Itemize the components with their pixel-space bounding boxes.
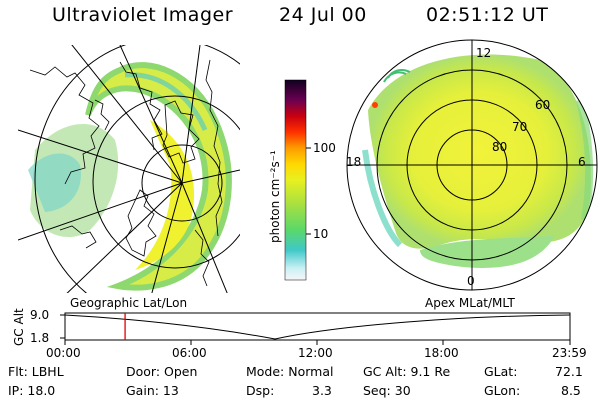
geographic-map: [18, 45, 240, 293]
dsp-param-label: Dsp:: [246, 383, 275, 398]
polar-grid: [346, 39, 598, 291]
altitude-ylabel: GC Alt: [12, 308, 26, 346]
auroral-oval-image: [368, 54, 591, 249]
altitude-curve: [64, 314, 571, 340]
seq-param: Seq: 30: [363, 383, 411, 398]
altitude-xtick-4: 23:59: [552, 346, 587, 360]
right-panel-caption: Apex MLat/MLT: [425, 296, 515, 310]
date-label: 24 Jul 00: [279, 4, 367, 26]
altitude-xtick-3: 18:00: [424, 346, 459, 360]
glat-param-value: 72.1: [555, 364, 583, 379]
time-label: 02:51:12 UT: [426, 4, 549, 26]
lat-label-80: 80: [492, 140, 508, 154]
instrument-title: Ultraviolet Imager: [52, 4, 234, 26]
altitude-ytick-high: 9.0: [30, 308, 50, 322]
altitude-xtick-0: 00:00: [46, 346, 81, 360]
colorbar-unit-label: photon cm⁻²s⁻¹: [268, 150, 282, 243]
lat-label-70: 70: [512, 120, 528, 134]
mlt-label-6: 6: [578, 155, 586, 169]
lat-label-60: 60: [535, 98, 551, 112]
mode-param: Mode: Normal: [246, 364, 334, 379]
filter-param: Flt: LBHL: [8, 364, 64, 379]
gain-param: Gain: 13: [126, 383, 179, 398]
altitude-xtick-2: 12:00: [298, 346, 333, 360]
dsp-param-value: 3.3: [312, 383, 332, 398]
altitude-plot: [60, 312, 571, 345]
colorbar-tick-100: 100: [313, 141, 336, 155]
glat-param-label: GLat:: [484, 364, 518, 379]
mlt-label-12: 12: [476, 46, 492, 60]
ip-param: IP: 18.0: [8, 383, 56, 398]
colorbar-tick-10: 10: [313, 227, 329, 241]
left-panel-caption: Geographic Lat/Lon: [70, 296, 188, 310]
gc-alt-param: GC Alt: 9.1 Re: [363, 364, 451, 379]
glon-param-label: GLon:: [484, 383, 521, 398]
door-param: Door: Open: [126, 364, 198, 379]
glon-param-value: 8.5: [561, 383, 581, 398]
mlt-label-18: 18: [346, 155, 362, 169]
mlt-label-0: 0: [467, 274, 475, 288]
altitude-ytick-low: 1.8: [30, 331, 50, 345]
colorbar: [284, 79, 307, 281]
altitude-xtick-1: 06:00: [172, 346, 207, 360]
